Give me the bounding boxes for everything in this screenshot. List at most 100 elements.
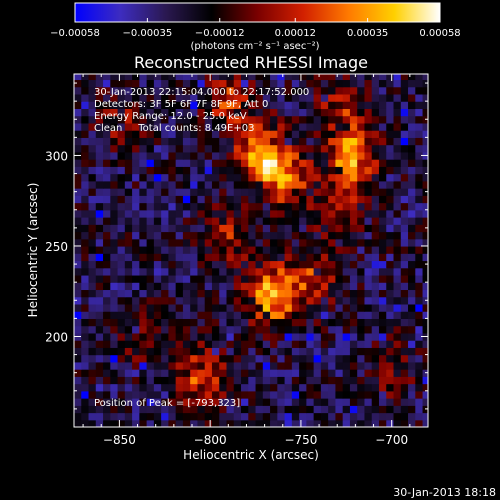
- heatmap-cell: [408, 361, 416, 370]
- heatmap-cell: [132, 419, 140, 427]
- heatmap-cell: [103, 282, 111, 291]
- heatmap-cell: [146, 318, 155, 327]
- heatmap-cell: [233, 93, 242, 102]
- heatmap-cell: [168, 137, 177, 146]
- heatmap-cell: [386, 122, 395, 131]
- heatmap-cell: [124, 74, 133, 81]
- heatmap-cell: [74, 340, 82, 348]
- heatmap-cell: [197, 325, 206, 334]
- heatmap-cell: [371, 274, 380, 283]
- heatmap-cell: [197, 260, 206, 269]
- heatmap-cell: [393, 311, 402, 319]
- heatmap-cell: [357, 115, 366, 124]
- heatmap-cell: [175, 173, 184, 182]
- heatmap-cell: [182, 412, 191, 421]
- heatmap-cell: [342, 347, 351, 356]
- heatmap-cell: [386, 195, 395, 204]
- heatmap-cell: [204, 159, 213, 167]
- heatmap-cell: [291, 245, 300, 254]
- heatmap-cell: [255, 274, 264, 283]
- heatmap-cell: [204, 144, 213, 153]
- heatmap-cell: [110, 361, 119, 370]
- heatmap-cell: [190, 217, 199, 225]
- heatmap-cell: [190, 369, 199, 377]
- heatmap-cell: [168, 130, 177, 138]
- heatmap-cell: [219, 347, 228, 356]
- heatmap-cell: [74, 311, 82, 319]
- heatmap-cell: [219, 303, 228, 312]
- heatmap-cell: [110, 405, 119, 414]
- heatmap-cell: [241, 195, 249, 204]
- heatmap-cell: [299, 340, 307, 348]
- heatmap-cell: [168, 274, 177, 283]
- heatmap-cell: [313, 108, 322, 117]
- heatmap-cell: [103, 369, 111, 377]
- heatmap-cell: [146, 224, 155, 233]
- heatmap-cell: [124, 289, 133, 298]
- heatmap-cell: [320, 354, 329, 363]
- heatmap-cell: [299, 419, 307, 427]
- heatmap-cell: [103, 405, 111, 414]
- heatmap-cell: [313, 115, 322, 124]
- heatmap-cell: [320, 101, 329, 109]
- heatmap-cell: [262, 202, 271, 211]
- heatmap-cell: [313, 282, 322, 291]
- heatmap-cell: [226, 318, 235, 327]
- heatmap-cell: [328, 188, 337, 196]
- heatmap-cell: [255, 202, 264, 211]
- heatmap-cell: [74, 325, 82, 334]
- heatmap-cell: [342, 340, 351, 348]
- heatmap-cell: [349, 151, 358, 160]
- heatmap-cell: [349, 108, 358, 117]
- heatmap-cell: [313, 195, 322, 204]
- heatmap-cell: [378, 412, 387, 421]
- heatmap-cell: [284, 202, 293, 211]
- heatmap-cell: [103, 86, 111, 95]
- heatmap-cell: [110, 376, 119, 385]
- heatmap-cell: [248, 383, 257, 392]
- heatmap-cell: [408, 354, 416, 363]
- heatmap-cell: [182, 318, 191, 327]
- heatmap-cell: [103, 296, 111, 305]
- heatmap-cell: [342, 137, 351, 146]
- heatmap-cell: [364, 390, 373, 399]
- heatmap-cell: [371, 137, 380, 146]
- heatmap-cell: [168, 282, 177, 291]
- heatmap-cell: [124, 180, 133, 189]
- heatmap-cell: [291, 267, 300, 276]
- heatmap-cell: [357, 383, 366, 392]
- heatmap-cell: [197, 383, 206, 392]
- heatmap-cell: [190, 325, 199, 334]
- heatmap-cell: [415, 74, 424, 81]
- heatmap-cell: [139, 122, 148, 131]
- heatmap-cell: [139, 93, 148, 102]
- heatmap-cell: [197, 398, 206, 406]
- heatmap-cell: [400, 93, 409, 102]
- heatmap-cell: [81, 137, 90, 146]
- heatmap-cell: [371, 289, 380, 298]
- heatmap-cell: [422, 361, 428, 370]
- x-tick-label: −700: [375, 433, 408, 447]
- heatmap-cell: [299, 325, 307, 334]
- heatmap-cell: [161, 260, 169, 269]
- heatmap-cell: [255, 74, 264, 81]
- heatmap-cell: [103, 108, 111, 117]
- heatmap-cell: [211, 274, 220, 283]
- heatmap-cell: [400, 137, 409, 146]
- heatmap-cell: [110, 253, 119, 262]
- heatmap-cell: [74, 398, 82, 406]
- heatmap-cell: [211, 188, 220, 196]
- heatmap-cell: [408, 209, 416, 218]
- heatmap-cell: [124, 369, 133, 377]
- heatmap-cell: [320, 419, 329, 427]
- heatmap-cell: [255, 101, 264, 109]
- heatmap-cell: [124, 130, 133, 138]
- heatmap-cell: [204, 383, 213, 392]
- heatmap-cell: [306, 166, 315, 175]
- heatmap-cell: [95, 325, 104, 334]
- heatmap-cell: [110, 311, 119, 319]
- heatmap-cell: [408, 86, 416, 95]
- heatmap-cell: [103, 267, 111, 276]
- heatmap-cell: [124, 398, 133, 406]
- heatmap-cell: [233, 282, 242, 291]
